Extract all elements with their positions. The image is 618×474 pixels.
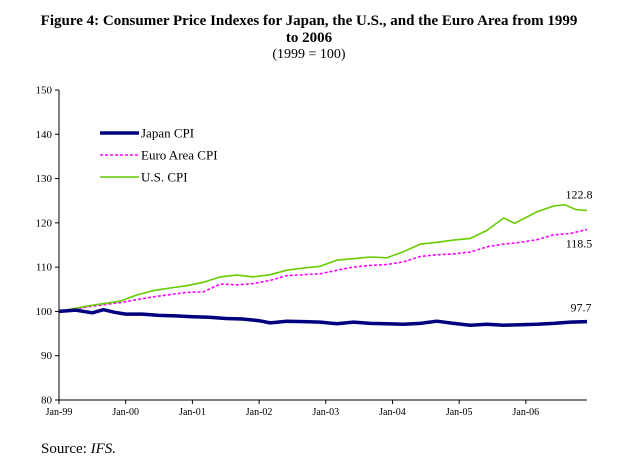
legend-label-1: Euro Area CPI: [141, 148, 218, 163]
y-tick-label: 110: [36, 262, 53, 274]
chart-series: [58, 203, 588, 327]
y-tick-label: 130: [36, 173, 53, 185]
legend-label-2: U.S. CPI: [141, 170, 188, 185]
end-label-1: 118.5: [566, 237, 593, 251]
x-tick-label: Jan-01: [179, 407, 206, 418]
x-tick-label: Jan-00: [112, 407, 139, 418]
chart-title: Figure 4: Consumer Price Indexes for Jap…: [0, 13, 618, 47]
legend-label-0: Japan CPI: [141, 126, 194, 141]
series-line-1: [58, 228, 588, 313]
source-label: Source:: [41, 441, 91, 457]
chart-subtitle: (1999 = 100): [272, 47, 346, 62]
x-tick-label: Jan-06: [513, 407, 540, 418]
chart-legend: Japan CPI Euro Area CPI U.S. CPI: [100, 126, 218, 185]
y-tick-label: 80: [41, 395, 53, 407]
y-tick-label: 150: [36, 85, 53, 97]
source-note: Source: IFS.: [41, 441, 116, 458]
x-tick-label: Jan-05: [446, 407, 473, 418]
x-tick-label: Jan-04: [379, 407, 406, 418]
x-tick-label: Jan-02: [246, 407, 273, 418]
end-label-2: 122.8: [566, 187, 593, 201]
x-tick-label: Jan-99: [46, 407, 73, 418]
end-label-0: 97.7: [571, 301, 592, 315]
series-line-2: [58, 203, 588, 313]
chart-title-line-1: Figure 4: Consumer Price Indexes for Jap…: [40, 13, 578, 29]
y-tick-label: 100: [36, 306, 53, 318]
x-tick-label: Jan-03: [312, 407, 339, 418]
series-line-0: [58, 307, 588, 327]
chart-end-labels: 97.7 118.5 122.8: [566, 187, 593, 314]
chart-axes: 80 90 100 110 120 130 140 150 Jan-99 Jan-00 Jan-01…: [36, 85, 587, 418]
chart-title-line-2: to 2006: [285, 30, 333, 46]
y-tick-label: 90: [41, 350, 53, 362]
y-tick-label: 120: [36, 217, 53, 229]
source-name: IFS.: [90, 441, 116, 457]
y-tick-label: 140: [36, 129, 53, 141]
